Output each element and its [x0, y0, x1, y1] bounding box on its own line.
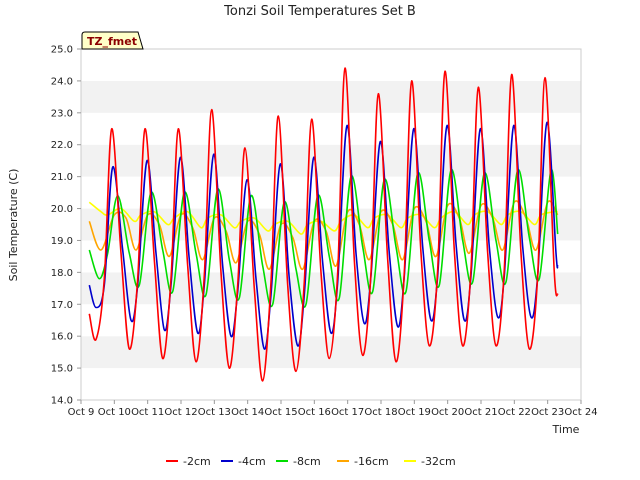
x-tick-label: Oct 18: [364, 407, 397, 418]
grid-band: [81, 49, 581, 81]
x-axis-label: Time: [552, 423, 580, 436]
x-tick-label: Oct 20: [431, 407, 464, 418]
x-tick-label: Oct 14: [231, 407, 264, 418]
grid-band: [81, 80, 581, 113]
x-tick-label: Oct 16: [298, 407, 331, 418]
tag-box: TZ_fmet: [81, 31, 144, 50]
legend-label: -16cm: [354, 455, 389, 468]
grid-band: [81, 144, 581, 177]
x-tick-label: Oct 10: [98, 407, 131, 418]
x-tick-label: Oct 22: [498, 407, 531, 418]
y-axis-label: Soil Temperature (C): [7, 169, 20, 282]
y-tick-label: 19.0: [51, 236, 73, 247]
y-tick-label: 16.0: [51, 332, 73, 343]
y-tick-label: 20.0: [51, 204, 73, 215]
legend-label: -32cm: [421, 455, 456, 468]
x-axis-ticks: Oct 9 Oct 10 Oct 11 Oct 12 Oct 13 Oct 14 Oct 1…: [68, 400, 598, 418]
x-tick-label: Oct 24: [564, 407, 597, 418]
grid-band: [81, 176, 581, 209]
x-tick-label: Oct 9: [68, 407, 95, 418]
y-tick-label: 24.0: [51, 76, 73, 87]
tag-box-shape: [81, 31, 144, 50]
y-tick-label: 22.0: [51, 140, 73, 151]
series-line-minus-2cm: [88, 67, 559, 382]
y-tick-label: 18.0: [51, 268, 73, 279]
y-tick-label: 23.0: [51, 108, 73, 119]
y-axis-ticks: 14.0 15.0 16.0 17.0 18.0 19.0 20.0 21.0 22.0 23.0…: [51, 45, 81, 407]
grid-band: [81, 368, 581, 400]
grid-band: [81, 112, 581, 145]
series-lines: [88, 67, 559, 382]
grid-band: [81, 272, 581, 305]
legend: -2cm -4cm -8cm -16cm -32cm: [166, 455, 456, 468]
legend-label: -4cm: [238, 455, 266, 468]
x-tick-label: Oct 13: [198, 407, 231, 418]
x-tick-label: Oct 23: [531, 407, 564, 418]
y-tick-label: 17.0: [51, 300, 73, 311]
chart-title: Tonzi Soil Temperatures Set B: [223, 4, 416, 19]
y-tick-label: 21.0: [51, 172, 73, 183]
tag-label: TZ_fmet: [87, 35, 137, 48]
x-tick-label: Oct 17: [331, 407, 364, 418]
plot-frame: [80, 48, 582, 401]
legend-label: -8cm: [293, 455, 321, 468]
x-tick-label: Oct 12: [164, 407, 197, 418]
y-tick-label: 15.0: [51, 364, 73, 375]
y-tick-label: 25.0: [51, 45, 73, 56]
x-tick-label: Oct 11: [131, 407, 164, 418]
grid-bands: [81, 49, 581, 400]
legend-label: -2cm: [183, 455, 211, 468]
x-tick-label: Oct 19: [398, 407, 431, 418]
x-tick-label: Oct 21: [464, 407, 497, 418]
y-tick-label: 14.0: [51, 396, 73, 407]
x-tick-label: Oct 15: [264, 407, 297, 418]
